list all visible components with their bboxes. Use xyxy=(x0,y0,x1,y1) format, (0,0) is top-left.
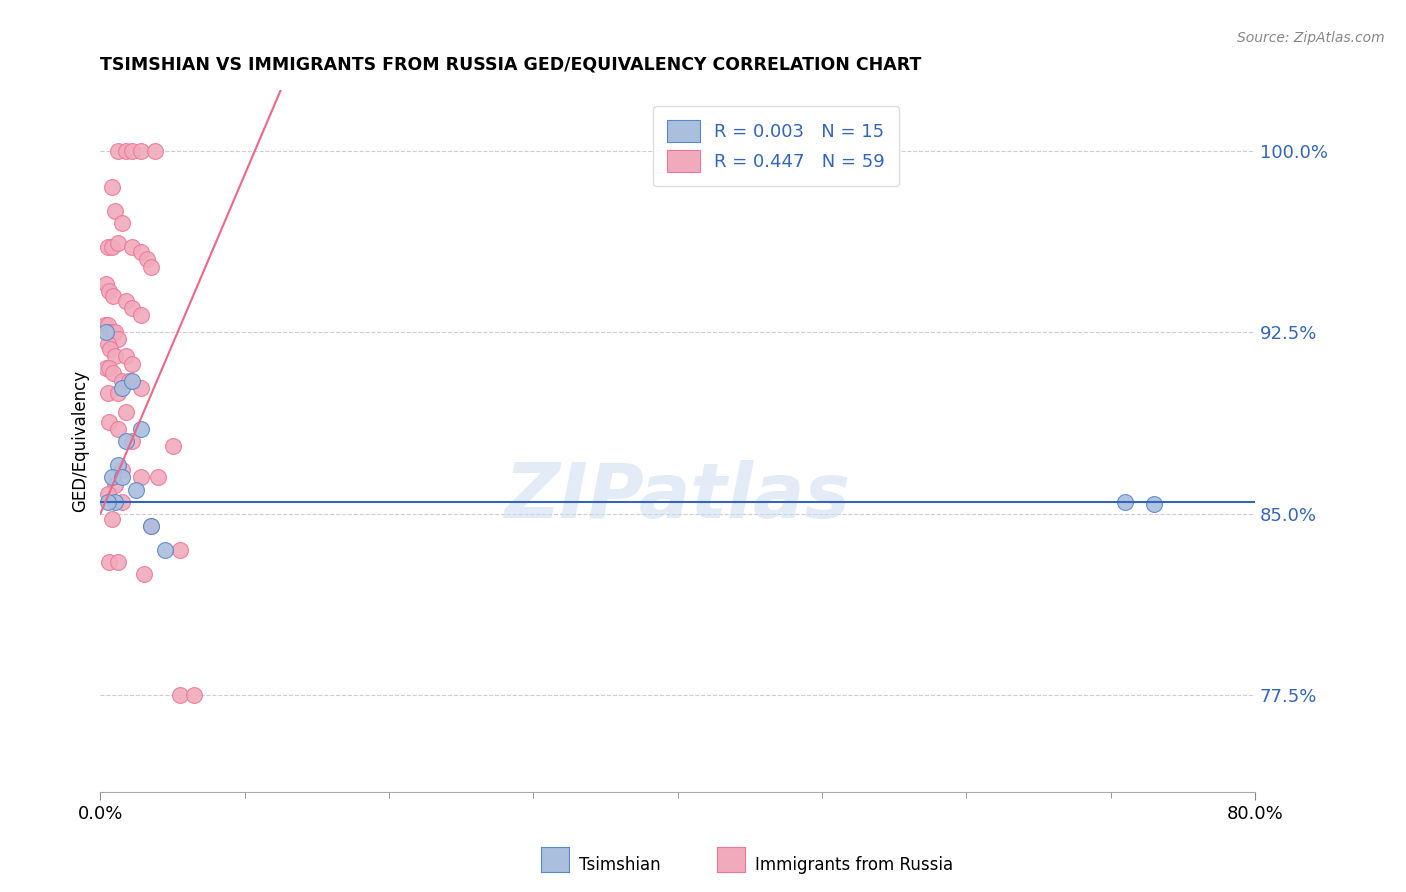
Point xyxy=(132,567,155,582)
Point xyxy=(129,245,152,260)
Point xyxy=(101,240,124,254)
Point xyxy=(139,260,162,274)
Point xyxy=(101,511,124,525)
Point xyxy=(103,367,125,381)
Point xyxy=(129,308,152,322)
Point xyxy=(94,361,117,376)
Point xyxy=(162,439,184,453)
Point xyxy=(115,434,138,449)
Point xyxy=(121,374,143,388)
Point xyxy=(1114,494,1136,508)
Point xyxy=(97,240,120,254)
Point xyxy=(111,216,134,230)
Point xyxy=(103,289,125,303)
Point xyxy=(111,470,134,484)
Point xyxy=(115,405,138,419)
Point xyxy=(98,415,121,429)
Point xyxy=(111,494,134,508)
Point xyxy=(101,470,124,484)
Point xyxy=(115,350,138,364)
Text: Source: ZipAtlas.com: Source: ZipAtlas.com xyxy=(1237,31,1385,45)
Point xyxy=(139,519,162,533)
Point xyxy=(129,381,152,395)
Point xyxy=(100,342,122,356)
Point xyxy=(104,494,127,508)
Point xyxy=(107,555,129,569)
Point xyxy=(111,463,134,477)
Y-axis label: GED/Equivalency: GED/Equivalency xyxy=(72,370,89,512)
Point xyxy=(107,333,129,347)
Point xyxy=(121,240,143,254)
Point xyxy=(104,204,127,219)
Point xyxy=(101,179,124,194)
Text: Immigrants from Russia: Immigrants from Russia xyxy=(755,856,953,874)
Point xyxy=(97,337,120,351)
Point xyxy=(121,434,143,449)
Point xyxy=(107,422,129,436)
Point xyxy=(104,325,127,339)
Point xyxy=(121,144,143,158)
Point xyxy=(104,477,127,491)
Legend: R = 0.003   N = 15, R = 0.447   N = 59: R = 0.003 N = 15, R = 0.447 N = 59 xyxy=(652,106,900,186)
Point xyxy=(107,458,129,473)
Point xyxy=(97,385,120,400)
Point xyxy=(121,357,143,371)
Point xyxy=(97,487,120,501)
Point xyxy=(97,318,120,332)
Point xyxy=(94,325,117,339)
Point xyxy=(107,235,129,250)
Point xyxy=(103,325,125,339)
Point xyxy=(111,381,134,395)
Text: Tsimshian: Tsimshian xyxy=(579,856,661,874)
Point xyxy=(94,277,117,291)
Point xyxy=(183,689,205,703)
Point xyxy=(129,422,152,436)
Point xyxy=(111,374,134,388)
Point xyxy=(100,325,122,339)
Point xyxy=(118,374,141,388)
Point xyxy=(129,144,152,158)
Point xyxy=(143,144,166,158)
Point xyxy=(98,555,121,569)
Text: TSIMSHIAN VS IMMIGRANTS FROM RUSSIA GED/EQUIVALENCY CORRELATION CHART: TSIMSHIAN VS IMMIGRANTS FROM RUSSIA GED/… xyxy=(100,55,922,73)
Point xyxy=(169,543,191,558)
Point xyxy=(98,361,121,376)
Point xyxy=(104,350,127,364)
Point xyxy=(107,385,129,400)
Point xyxy=(115,144,138,158)
Point xyxy=(107,144,129,158)
Point xyxy=(169,689,191,703)
Point xyxy=(1143,497,1166,511)
Point xyxy=(129,470,152,484)
Point xyxy=(139,519,162,533)
Point xyxy=(125,483,148,497)
Point xyxy=(115,293,138,308)
Point xyxy=(155,543,177,558)
Point xyxy=(93,318,115,332)
Text: ZIPatlas: ZIPatlas xyxy=(505,460,851,534)
Point xyxy=(97,494,120,508)
Point xyxy=(135,252,157,267)
Point xyxy=(98,284,121,298)
Point xyxy=(121,301,143,315)
Point xyxy=(146,470,169,484)
